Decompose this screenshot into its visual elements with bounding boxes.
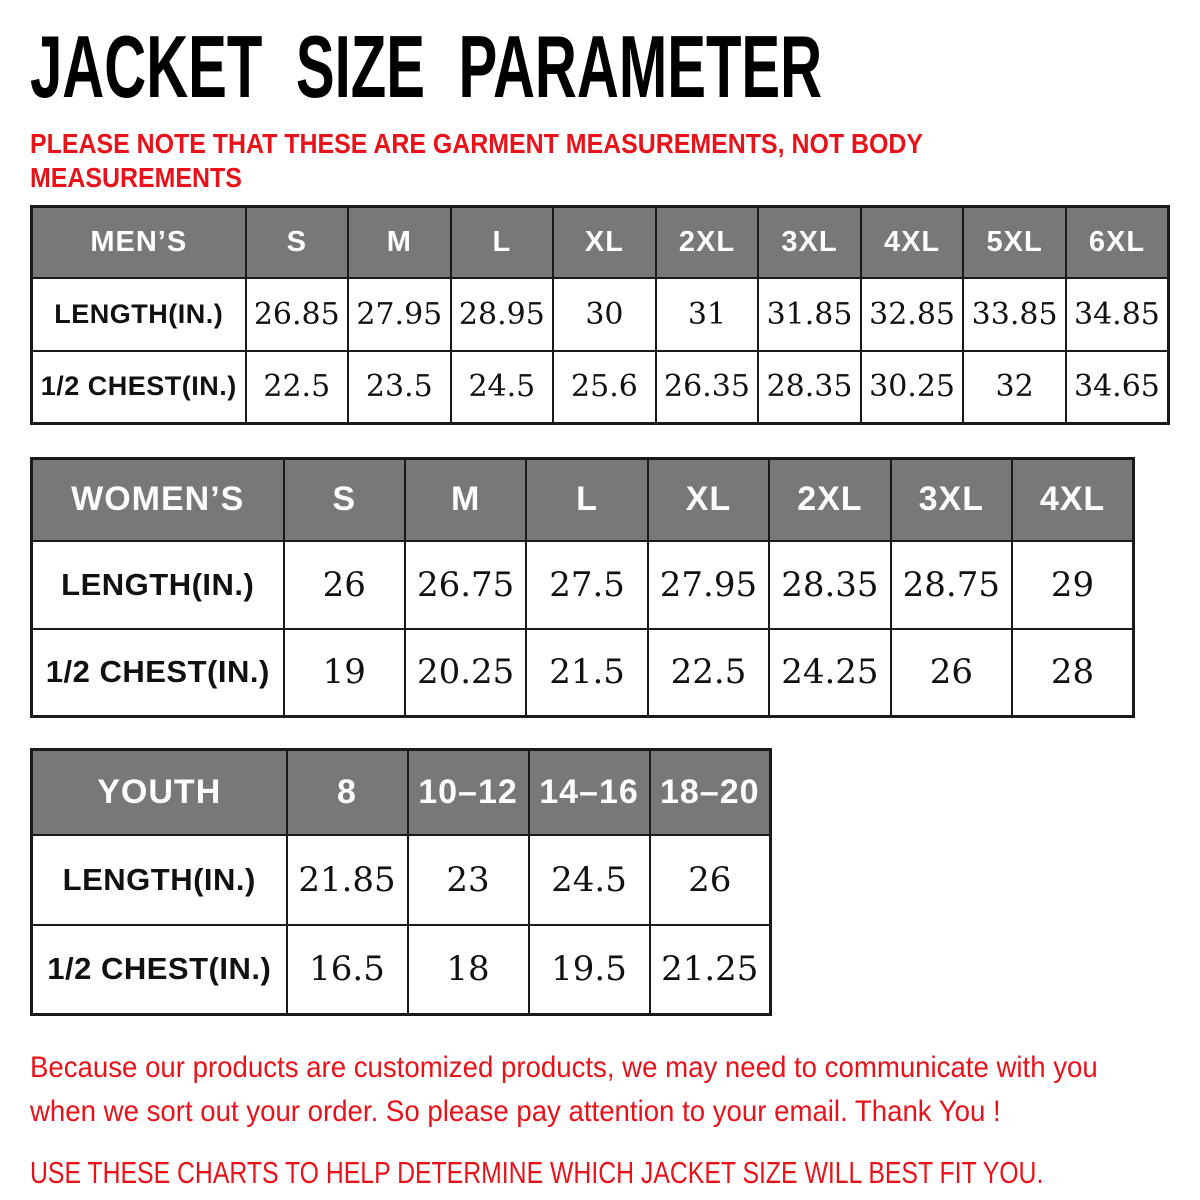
row-label-cell: 1/2 CHEST(IN.) (30, 627, 285, 718)
table-row: 1/2 CHEST(IN.) 19 20.25 21.5 22.5 24.25 26 28 (30, 627, 1135, 718)
size-header-cell: 6XL (1064, 205, 1170, 279)
table-row: LENGTH(IN.) 26.85 27.95 28.95 30 31 31.85 32.85… (30, 276, 1170, 352)
value-cell: 26.35 (654, 349, 760, 425)
size-header-cell: S (282, 457, 406, 542)
header-row: YOUTH 8 10–12 14–16 18–20 (30, 748, 772, 836)
value-cell: 27.95 (347, 276, 452, 352)
size-header-cell: 8 (285, 748, 409, 836)
size-header-cell: 2XL (654, 205, 760, 279)
size-header-cell: L (449, 205, 555, 279)
size-header-cell: S (244, 205, 350, 279)
value-cell: 28.35 (768, 539, 892, 630)
value-cell: 31 (654, 276, 760, 352)
row-label-cell: LENGTH(IN.) (30, 539, 285, 630)
value-cell: 22.5 (244, 349, 350, 425)
youth-table-title-cell: YOUTH (30, 748, 288, 836)
value-cell: 28.75 (889, 539, 1014, 630)
value-cell: 19.5 (527, 923, 651, 1016)
value-cell: 32.85 (859, 276, 965, 352)
chart-usage-note: USE THESE CHARTS TO HELP DETERMINE WHICH… (30, 1155, 1044, 1190)
value-cell: 28.95 (449, 276, 555, 352)
value-cell: 21.25 (648, 923, 772, 1016)
value-cell: 24.25 (768, 627, 892, 718)
size-header-cell: 10–12 (406, 748, 530, 836)
value-cell: 24.5 (449, 349, 555, 425)
custom-order-note: Because our products are customized prod… (30, 1046, 1098, 1136)
size-tables: MEN’S S M L XL 2XL 3XL 4XL 5XL 6XL LENGTH(IN.) 26.8… (30, 205, 1170, 1016)
custom-order-note-line-1: Because our products are customized prod… (30, 1051, 1098, 1084)
size-header-cell: XL (646, 457, 771, 542)
size-header-cell: M (347, 205, 452, 279)
value-cell: 21.5 (525, 627, 649, 718)
row-label-cell: LENGTH(IN.) (30, 276, 247, 352)
page-title: JACKET SIZE PARAMETER (30, 17, 823, 116)
value-cell: 33.85 (962, 276, 1067, 352)
value-cell: 24.5 (527, 833, 651, 926)
garment-note-line-1: PLEASE NOTE THAT THESE ARE GARMENT MEASU… (30, 128, 924, 159)
row-label-cell: 1/2 CHEST(IN.) (30, 923, 288, 1016)
value-cell: 34.85 (1064, 276, 1170, 352)
size-header-cell: 3XL (889, 457, 1014, 542)
value-cell: 27.95 (646, 539, 771, 630)
value-cell: 29 (1011, 539, 1135, 630)
row-label-cell: 1/2 CHEST(IN.) (30, 349, 247, 425)
value-cell: 23 (406, 833, 530, 926)
value-cell: 30.25 (859, 349, 965, 425)
value-cell: 23.5 (347, 349, 452, 425)
value-cell: 34.65 (1064, 349, 1170, 425)
size-header-cell: 14–16 (527, 748, 651, 836)
value-cell: 19 (282, 627, 406, 718)
womens-size-table: WOMEN’S S M L XL 2XL 3XL 4XL LENGTH(IN.) 26 26.75 2… (30, 457, 1135, 718)
value-cell: 21.85 (285, 833, 409, 926)
size-header-cell: 4XL (859, 205, 965, 279)
size-header-cell: 18–20 (648, 748, 772, 836)
size-header-cell: 2XL (768, 457, 892, 542)
size-header-cell: L (525, 457, 649, 542)
table-row: LENGTH(IN.) 21.85 23 24.5 26 (30, 833, 772, 926)
value-cell: 18 (406, 923, 530, 1016)
size-header-cell: 3XL (757, 205, 862, 279)
header-row: WOMEN’S S M L XL 2XL 3XL 4XL (30, 457, 1135, 542)
size-header-cell: 5XL (962, 205, 1067, 279)
value-cell: 26.75 (403, 539, 528, 630)
header-row: MEN’S S M L XL 2XL 3XL 4XL 5XL 6XL (30, 205, 1170, 279)
value-cell: 22.5 (646, 627, 771, 718)
value-cell: 30 (552, 276, 657, 352)
row-label-cell: LENGTH(IN.) (30, 833, 288, 926)
custom-order-note-line-2: when we sort out your order. So please p… (30, 1095, 1001, 1129)
value-cell: 16.5 (285, 923, 409, 1016)
value-cell: 26.85 (244, 276, 350, 352)
size-header-cell: M (403, 457, 528, 542)
value-cell: 26 (889, 627, 1014, 718)
mens-table-title-cell: MEN’S (30, 205, 247, 279)
value-cell: 28 (1011, 627, 1135, 718)
value-cell: 28.35 (757, 349, 862, 425)
table-row: 1/2 CHEST(IN.) 22.5 23.5 24.5 25.6 26.35 28.35… (30, 349, 1170, 425)
table-row: 1/2 CHEST(IN.) 16.5 18 19.5 21.25 (30, 923, 772, 1016)
value-cell: 26 (282, 539, 406, 630)
youth-size-table: YOUTH 8 10–12 14–16 18–20 LENGTH(IN.) 21.85 23 2… (30, 748, 772, 1016)
value-cell: 20.25 (403, 627, 528, 718)
value-cell: 31.85 (757, 276, 862, 352)
value-cell: 32 (962, 349, 1067, 425)
mens-size-table: MEN’S S M L XL 2XL 3XL 4XL 5XL 6XL LENGTH(IN.) 26.8… (30, 205, 1170, 425)
garment-note-line-2: MEASUREMENTS (30, 162, 242, 194)
value-cell: 25.6 (552, 349, 657, 425)
size-header-cell: XL (552, 205, 657, 279)
womens-table-title-cell: WOMEN’S (30, 457, 285, 542)
garment-note: PLEASE NOTE THAT THESE ARE GARMENT MEASU… (30, 127, 1045, 197)
table-row: LENGTH(IN.) 26 26.75 27.5 27.95 28.35 28.75 29 (30, 539, 1135, 630)
value-cell: 27.5 (525, 539, 649, 630)
value-cell: 26 (648, 833, 772, 926)
size-header-cell: 4XL (1011, 457, 1135, 542)
